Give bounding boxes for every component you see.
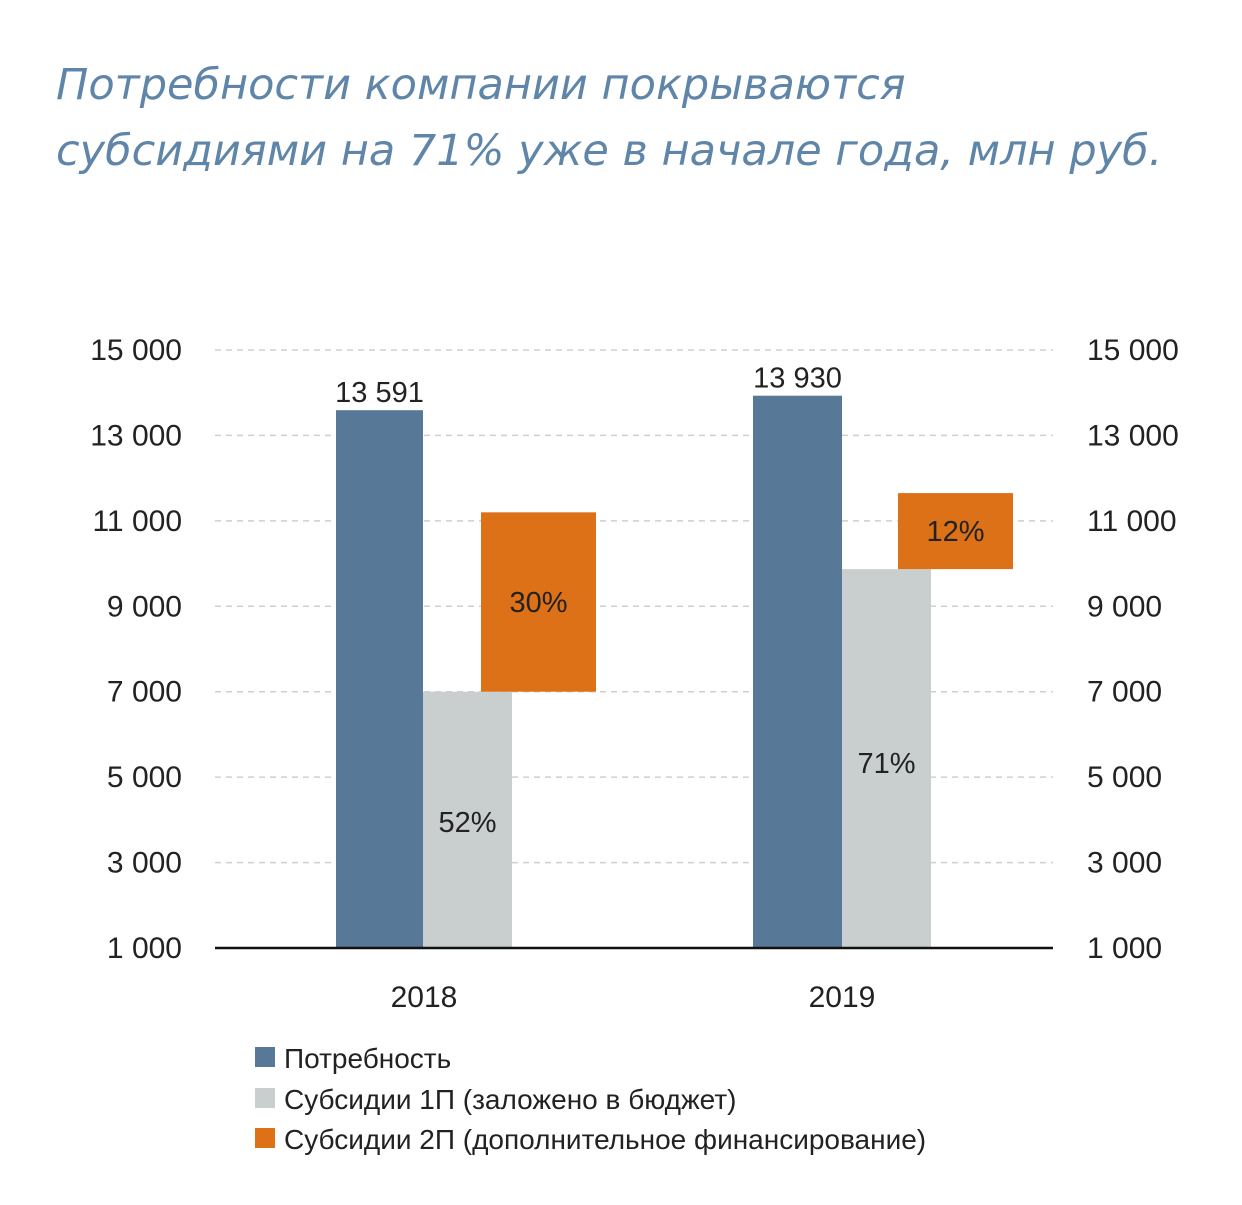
chart-title-line-2: субсидиями на 71% уже в начале года, млн… [56, 126, 1163, 176]
y-tick-label-left: 7 000 [107, 676, 182, 709]
y-tick-label-left: 1 000 [107, 932, 182, 965]
data-label-need-2019: 13 930 [753, 363, 842, 395]
bar-subsidy-1p-2018 [423, 691, 512, 948]
chart-title-line-1: Потребности компании покрываются [56, 60, 906, 110]
y-tick-label-right: 3 000 [1087, 847, 1162, 880]
y-tick-label-right: 15 000 [1087, 334, 1179, 367]
y-tick-label-left: 15 000 [90, 334, 182, 367]
y-tick-label-left: 13 000 [90, 419, 182, 452]
bar-need-2018 [336, 410, 423, 948]
bars [336, 395, 1013, 948]
legend-label-1: Потребность [284, 1043, 451, 1074]
x-tick-label-2018: 2018 [391, 981, 458, 1014]
y-tick-label-left: 3 000 [107, 847, 182, 880]
legend: Потребность Субсидии 1П (заложено в бюдже… [255, 1043, 926, 1155]
y-tick-label-left: 5 000 [107, 761, 182, 794]
legend-label-3: Субсидии 2П (дополнительное финансирован… [284, 1124, 926, 1155]
y-tick-label-left: 9 000 [107, 590, 182, 623]
chart-title: Потребности компании покрываются субсиди… [56, 52, 1196, 184]
y-tick-label-right: 5 000 [1087, 761, 1162, 794]
legend-label-2: Субсидии 1П (заложено в бюджет) [284, 1084, 736, 1115]
data-label-subsidy-2p-2018: 30% [509, 587, 567, 619]
bar-need-2019 [753, 395, 842, 948]
bar-subsidy-2p-2018 [481, 512, 596, 692]
bar-subsidy-1p-2019 [842, 569, 931, 948]
data-label-need-2018: 13 591 [335, 377, 424, 409]
bar-subsidy-2p-2019 [898, 493, 1013, 570]
x-tick-label-2019: 2019 [809, 981, 876, 1014]
data-label-subsidy-1p-2019: 71% [857, 748, 915, 780]
legend-swatch-2 [255, 1088, 275, 1108]
legend-swatch-3 [255, 1128, 275, 1148]
y-tick-label-right: 9 000 [1087, 590, 1162, 623]
y-tick-label-left: 11 000 [92, 505, 182, 538]
y-tick-label-right: 7 000 [1087, 676, 1162, 709]
legend-swatch-1 [255, 1047, 275, 1067]
y-tick-label-right: 13 000 [1087, 419, 1179, 452]
y-tick-label-right: 1 000 [1087, 932, 1162, 965]
data-labels: 13 591 52% 30% 13 930 71% 12% [335, 363, 984, 839]
data-label-subsidy-1p-2018: 52% [438, 807, 496, 839]
y-tick-label-right: 11 000 [1087, 505, 1177, 538]
axes: 15 000 15 000 13 000 13 000 11 000 11 000 9 00… [90, 334, 1179, 1014]
data-label-subsidy-2p-2019: 12% [926, 516, 984, 548]
